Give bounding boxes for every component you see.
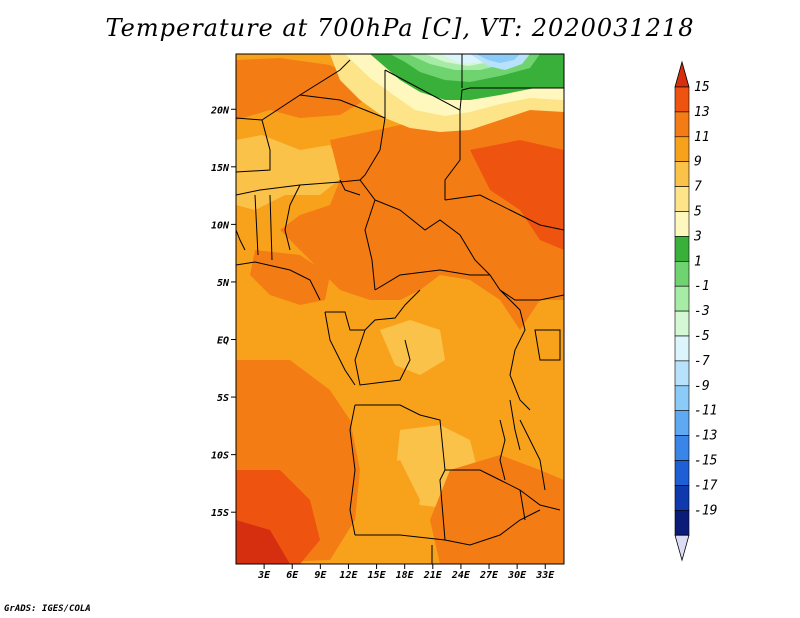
colorbar-label: -11 — [694, 404, 717, 419]
lon-tick-label: 27E — [479, 570, 499, 581]
colorbar-swatch — [674, 86, 690, 113]
latitude-axis: 20N 15N 10N 5N EQ 5S 10S 15S — [210, 105, 236, 519]
colorbar-label: -1 — [694, 279, 710, 294]
colorbar-swatch — [674, 161, 690, 187]
colorbar-swatch — [674, 485, 690, 511]
colorbar: 15 13 11 9 7 5 3 1 -1 -3 -5 -7 -9 -11 -13 -15 -17 -19 — [674, 60, 718, 562]
colorbar-label: 11 — [694, 130, 710, 145]
colorbar-swatch — [674, 435, 690, 461]
lon-tick-label: 30E — [507, 570, 527, 581]
colorbar-label: 5 — [694, 205, 702, 220]
colorbar-swatch — [674, 310, 690, 337]
colorbar-label: -9 — [694, 379, 710, 394]
lat-tick-label: 5N — [217, 278, 230, 289]
colorbar-label: -3 — [694, 304, 710, 319]
colorbar-label: 9 — [694, 155, 702, 170]
lat-tick-label: 10N — [211, 220, 230, 231]
colorbar-label: 7 — [694, 180, 702, 195]
colorbar-swatch — [674, 236, 690, 262]
colorbar-swatch — [674, 285, 690, 312]
colorbar-swatch — [674, 509, 690, 536]
colorbar-bottom-arrow — [674, 534, 690, 562]
map-title: Temperature at 700hPa [C], VT: 202003121… — [105, 14, 695, 42]
lat-tick-label: 10S — [211, 451, 229, 462]
colorbar-label: 15 — [694, 80, 710, 95]
colorbar-top-arrow — [674, 60, 690, 88]
grads-credit: GrADS: IGES/COLA — [4, 604, 91, 614]
lon-tick-label: 9E — [314, 570, 327, 581]
lon-tick-label: 15E — [368, 570, 387, 581]
colorbar-label: -7 — [694, 354, 710, 369]
lat-tick-label: 5S — [217, 393, 229, 404]
lat-tick-label: 15S — [211, 508, 229, 519]
colorbar-swatch — [674, 410, 690, 436]
colorbar-label: -13 — [694, 429, 717, 444]
longitude-axis: 3E 6E 9E 12E 15E 18E 21E 24E 27E 30E 33E — [257, 564, 555, 581]
colorbar-swatch — [674, 186, 690, 212]
colorbar-label: 1 — [694, 254, 702, 269]
lon-tick-label: 18E — [396, 570, 415, 581]
colorbar-label: 13 — [694, 105, 710, 120]
country-borders — [236, 54, 564, 564]
colorbar-swatch — [674, 260, 690, 287]
temperature-field — [236, 54, 564, 564]
lon-tick-label: 21E — [423, 570, 443, 581]
colorbar-label: -15 — [694, 454, 718, 469]
colorbar-swatch — [674, 460, 690, 486]
colorbar-swatch — [674, 136, 690, 163]
colorbar-swatch — [674, 211, 690, 237]
colorbar-swatch — [674, 385, 690, 411]
colorbar-swatch — [674, 335, 690, 362]
lat-tick-label: EQ — [217, 336, 229, 347]
lon-tick-label: 33E — [535, 570, 555, 581]
lon-tick-label: 24E — [451, 570, 471, 581]
colorbar-swatch — [674, 360, 690, 387]
lat-tick-label: 20N — [210, 105, 230, 116]
lat-tick-label: 15N — [211, 163, 230, 174]
lon-tick-label: 3E — [257, 570, 271, 581]
colorbar-label: 3 — [693, 229, 702, 244]
lon-tick-label: 12E — [339, 570, 358, 581]
lon-tick-label: 6E — [286, 570, 299, 581]
colorbar-swatch — [674, 111, 690, 138]
colorbar-label: -5 — [694, 329, 710, 344]
colorbar-label: -19 — [694, 503, 717, 518]
colorbar-label: -17 — [694, 478, 718, 493]
map-frame — [235, 53, 565, 565]
